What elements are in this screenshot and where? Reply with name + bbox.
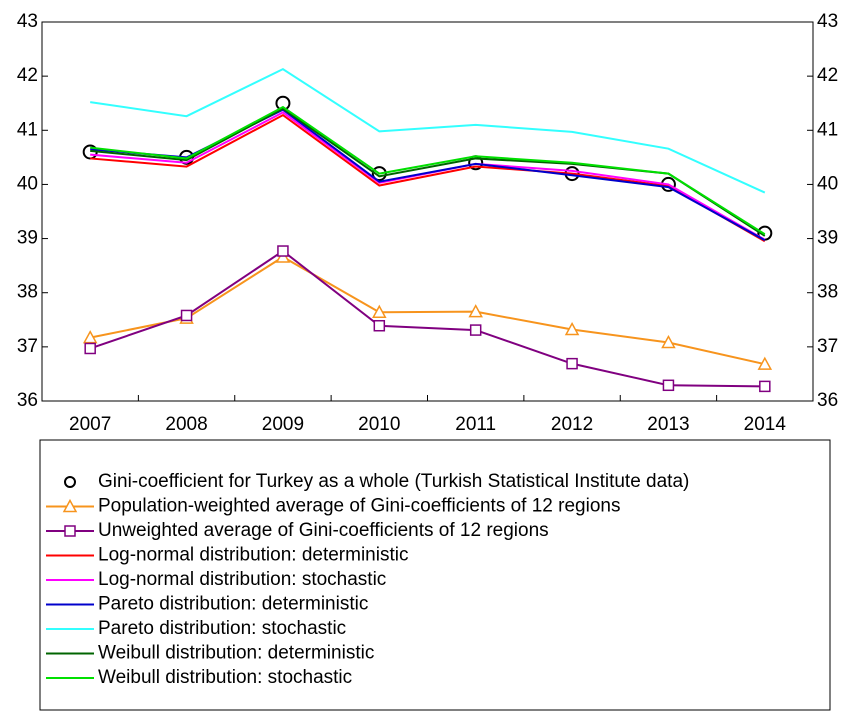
legend-label: Pareto distribution: deterministic [98, 594, 368, 615]
legend-marker [62, 498, 78, 513]
data-point [759, 380, 771, 393]
series-line [90, 105, 766, 236]
series-line [90, 108, 766, 242]
data-point [371, 166, 387, 182]
legend-marker [64, 476, 76, 488]
x-tick-label: 2009 [262, 414, 304, 435]
series-line [89, 255, 766, 366]
data-point [468, 304, 483, 318]
x-tick-label: 2013 [647, 414, 689, 435]
data-point [373, 319, 386, 332]
y2-tick-label: 39 [817, 228, 838, 249]
x-tick-label: 2011 [455, 414, 496, 435]
data-point [564, 321, 580, 336]
y2-tick-label: 37 [817, 336, 838, 357]
y-tick-label: 39 [17, 228, 38, 249]
y-tick-label: 42 [17, 65, 38, 86]
legend-label: Weibull distribution: deterministic [98, 643, 374, 664]
data-point [82, 330, 98, 344]
y-tick-label: 40 [17, 173, 38, 194]
y-tick-label: 37 [17, 336, 38, 357]
series-line [90, 113, 766, 243]
data-point [372, 304, 387, 318]
y2-tick-label: 43 [817, 11, 838, 32]
x-tick-label: 2012 [551, 414, 593, 435]
y-tick-label: 41 [17, 119, 38, 140]
series-line [89, 249, 765, 388]
legend-label: Population-weighted average of Gini-coef… [98, 496, 620, 517]
legend-label: Log-normal distribution: deterministic [98, 545, 408, 566]
x-tick-label: 2014 [744, 414, 787, 435]
y2-tick-label: 38 [817, 282, 838, 303]
data-point [469, 324, 482, 336]
legend-label: Pareto distribution: stochastic [98, 618, 346, 639]
data-point [566, 357, 578, 370]
data-point [661, 334, 676, 349]
legend-marker [64, 525, 76, 537]
y2-tick-label: 41 [817, 119, 838, 140]
y2-tick-label: 36 [817, 390, 838, 411]
legend-label: Weibull distribution: stochastic [98, 667, 352, 688]
y2-tick-label: 40 [817, 173, 838, 194]
legend-box [39, 439, 831, 711]
legend-label: Log-normal distribution: stochastic [98, 569, 386, 590]
y2-tick-label: 42 [817, 65, 838, 86]
y-tick-label: 38 [17, 282, 38, 303]
data-point [662, 379, 675, 392]
series-line [90, 67, 766, 194]
data-point [757, 356, 773, 370]
y-tick-label: 43 [17, 11, 38, 32]
data-point [277, 245, 289, 257]
legend-label: Gini-coefficient for Turkey as a whole (… [98, 471, 689, 492]
x-tick-label: 2008 [165, 414, 207, 435]
data-point [180, 309, 193, 322]
x-tick-label: 2010 [358, 414, 400, 435]
data-point [84, 342, 96, 355]
legend-label: Unweighted average of Gini-coefficients … [98, 520, 549, 541]
plot-frame [41, 21, 814, 402]
x-tick-label: 2007 [69, 414, 111, 435]
y-tick-label: 36 [17, 390, 38, 411]
